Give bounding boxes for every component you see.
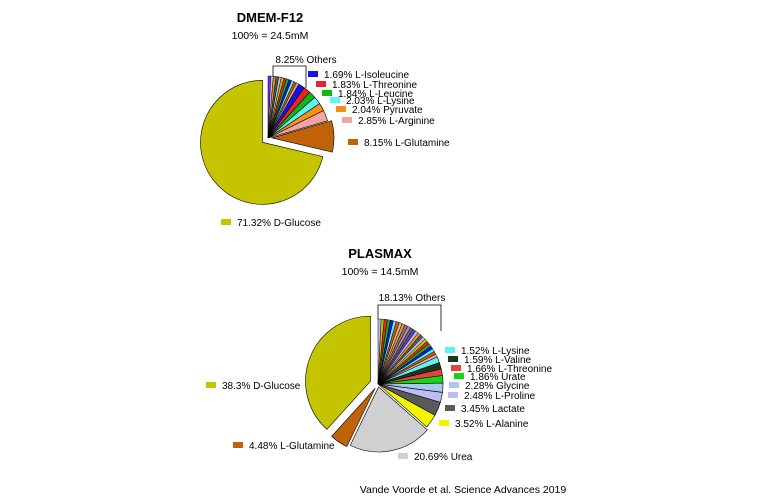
slice-label-others: 18.13% Others [379,293,446,304]
legend-swatch-l-proline [448,392,458,398]
slice-label-glycine: 2.28% Glycine [465,381,530,392]
chart-subtitle: 100% = 14.5mM [342,266,419,278]
slice-label-l-lysine: 2.03% L-Lysine [346,96,415,107]
slice-label-l-isoleucine: 1.69% L-Isoleucine [324,70,409,81]
legend-swatch-l-alanine [439,420,449,426]
source-credit: Vande Voorde et al. Science Advances 201… [360,484,567,496]
slice-label-l-threonine: 1.83% L-Threonine [332,80,417,91]
slice-label-l-leucine: 1.84% L-Leucine [338,89,413,100]
pie-slices [305,315,444,453]
legend-swatch-lactate [445,405,455,411]
legend-swatch-urea [398,453,408,459]
legend-swatch-l-arginine [342,117,352,123]
slice-label-l-glutamine: 4.48% L-Glutamine [249,441,335,452]
dmem-f12-chart: DMEM-F12 100% = 24.5mM 1.69% L-Isoleucin… [200,10,450,229]
pie-slice-l-glutamine [270,120,335,153]
slice-label-urate: 1.86% Urate [470,372,526,383]
slice-label-others: 8.25% Others [275,55,336,66]
pie-slice-others [267,75,271,139]
plasmax-chart: PLASMAX 100% = 14.5mM 1.52% L-Lysine1.59… [206,246,552,463]
slice-label-l-glutamine: 8.15% L-Glutamine [364,138,450,149]
slice-label-l-proline: 2.48% L-Proline [464,391,536,402]
legend-swatch-l-lysine [445,347,455,353]
legend-swatch-l-lysine [330,97,340,103]
legend-swatch-l-isoleucine [308,71,318,77]
pie-slice-l-glutamine [331,387,376,448]
legend-swatch-l-threonine [451,365,461,371]
slice-label-lactate: 3.45% Lactate [461,404,525,415]
slice-label-l-arginine: 2.85% L-Arginine [358,116,435,127]
slice-label-l-valine: 1.59% L-Valine [464,355,532,366]
legend-swatch-l-threonine [316,81,326,87]
slice-label-l-alanine: 3.52% L-Alanine [455,419,529,430]
slice-label-d-glucose: 71.32% D-Glucose [237,218,321,229]
legend-swatch-d-glucose [206,382,216,388]
slice-label-l-lysine: 1.52% L-Lysine [461,346,530,357]
legend-swatch-d-glucose [221,219,231,225]
slice-label-urea: 20.69% Urea [414,452,473,463]
legend-swatch-l-glutamine [348,139,358,145]
others-bracket [272,65,307,88]
legend-swatch-glycine [449,382,459,388]
legend-swatch-l-glutamine [233,442,243,448]
legend-swatch-urate [454,373,464,379]
pie-slice-d-glucose [200,80,324,205]
slice-label-l-threonine: 1.66% L-Threonine [467,364,552,375]
slice-label-d-glucose: 38.3% D-Glucose [222,381,301,392]
chart-subtitle: 100% = 24.5mM [232,30,309,42]
chart-title: DMEM-F12 [237,10,303,25]
pie-slice-urea [349,386,428,453]
legend-swatch-pyruvate [336,106,346,112]
legend-swatch-l-valine [448,356,458,362]
legend-swatch-l-leucine [322,90,332,96]
others-bracket [377,304,442,331]
pie-slices [200,75,335,205]
pie-slice-d-glucose [305,315,371,430]
chart-title: PLASMAX [348,246,412,261]
slice-label-pyruvate: 2.04% Pyruvate [352,105,423,116]
